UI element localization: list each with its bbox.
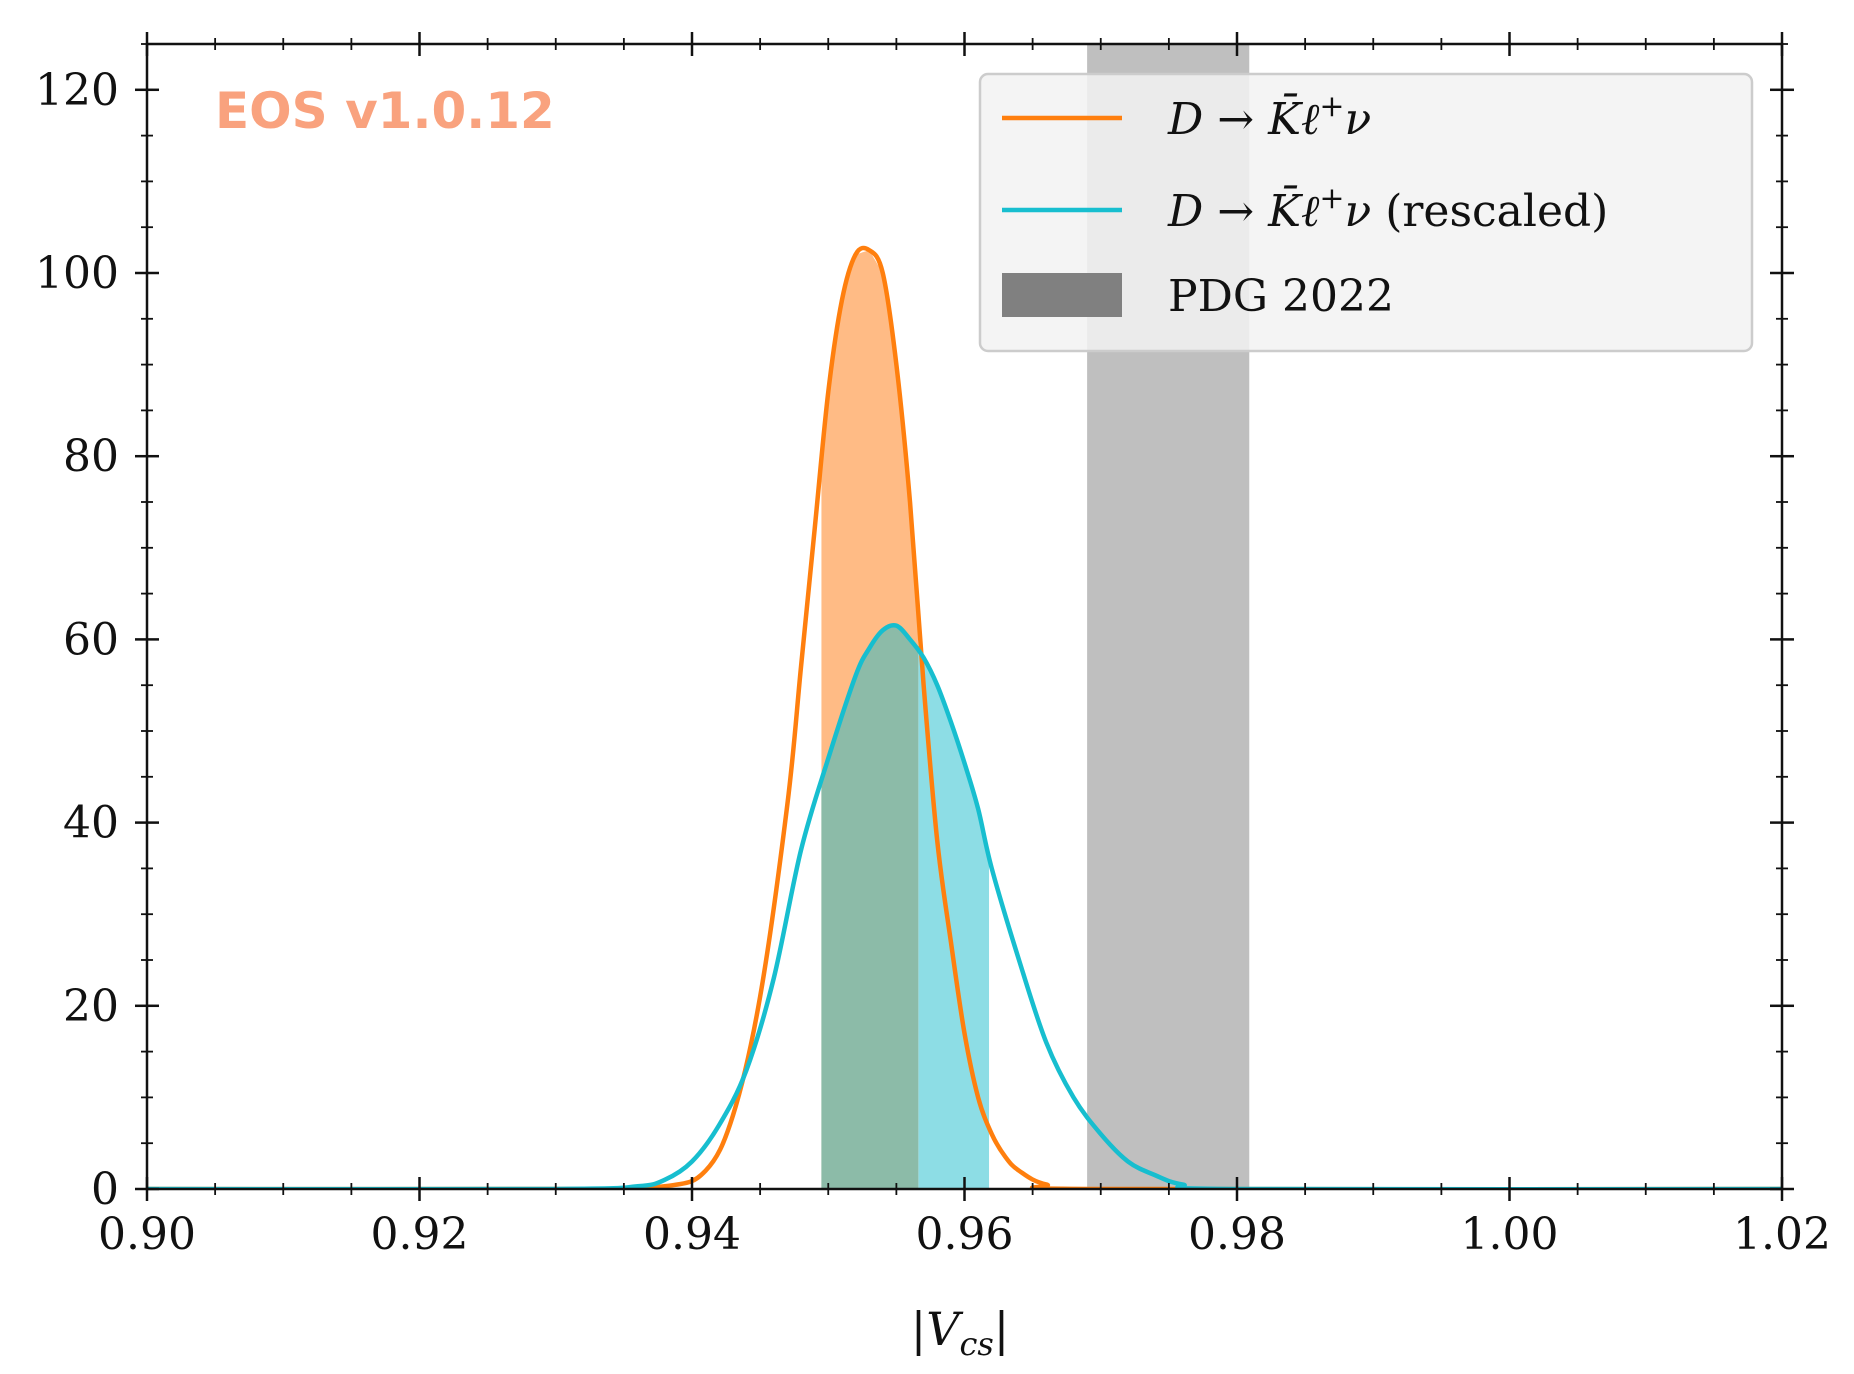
x-axis-title-sub: cs	[959, 1325, 993, 1363]
svg-text:|Vcs|: |Vcs|	[911, 1302, 1010, 1363]
y-tick-label: 60	[63, 614, 119, 665]
x-axis-title-bar-left: |	[911, 1302, 927, 1356]
x-tick-label: 1.02	[1733, 1209, 1831, 1260]
y-tick-label: 100	[35, 248, 119, 299]
series-line-orange	[147, 245, 1782, 1189]
y-tick-label: 0	[91, 1164, 119, 1215]
series-line-rescaled	[147, 622, 1782, 1189]
x-axis-title-bar-right: |	[994, 1302, 1010, 1356]
hpd-fill-overlap	[821, 625, 919, 1189]
legend: D → K̄ℓ+ν D → K̄ℓ+ν (rescaled) PDG 2022	[978, 72, 1754, 353]
legend-label-2: PDG 2022	[1168, 271, 1394, 322]
legend-label-0: D → K̄ℓ+ν	[1167, 89, 1371, 145]
x-tick-label: 0.94	[643, 1209, 741, 1260]
tick-layer	[135, 32, 1794, 1201]
x-tick-label: 0.90	[98, 1209, 196, 1260]
hpd-fill-layer	[821, 250, 990, 1189]
tick-label-layer: 0.90 0.92 0.94 0.96 0.98 1.00 1.02 0 20 40 60 80 100…	[35, 65, 1831, 1260]
x-tick-label: 1.00	[1461, 1209, 1559, 1260]
series-line-layer	[147, 245, 1782, 1189]
legend-label-1: D → K̄ℓ+ν (rescaled)	[1167, 181, 1608, 237]
y-tick-label: 80	[63, 431, 119, 482]
x-axis-title: |Vcs|	[911, 1302, 1010, 1363]
legend-box	[978, 72, 1754, 353]
legend-swatch-pdg	[1002, 273, 1122, 317]
x-tick-label: 0.96	[916, 1209, 1014, 1260]
y-tick-label: 20	[63, 981, 119, 1032]
y-tick-label: 120	[35, 65, 119, 116]
x-tick-label: 0.92	[371, 1209, 469, 1260]
y-tick-label: 40	[63, 798, 119, 849]
x-axis-title-v: V	[926, 1302, 964, 1356]
x-tick-label: 0.98	[1188, 1209, 1286, 1260]
watermark-label: EOS v1.0.12	[215, 82, 555, 140]
